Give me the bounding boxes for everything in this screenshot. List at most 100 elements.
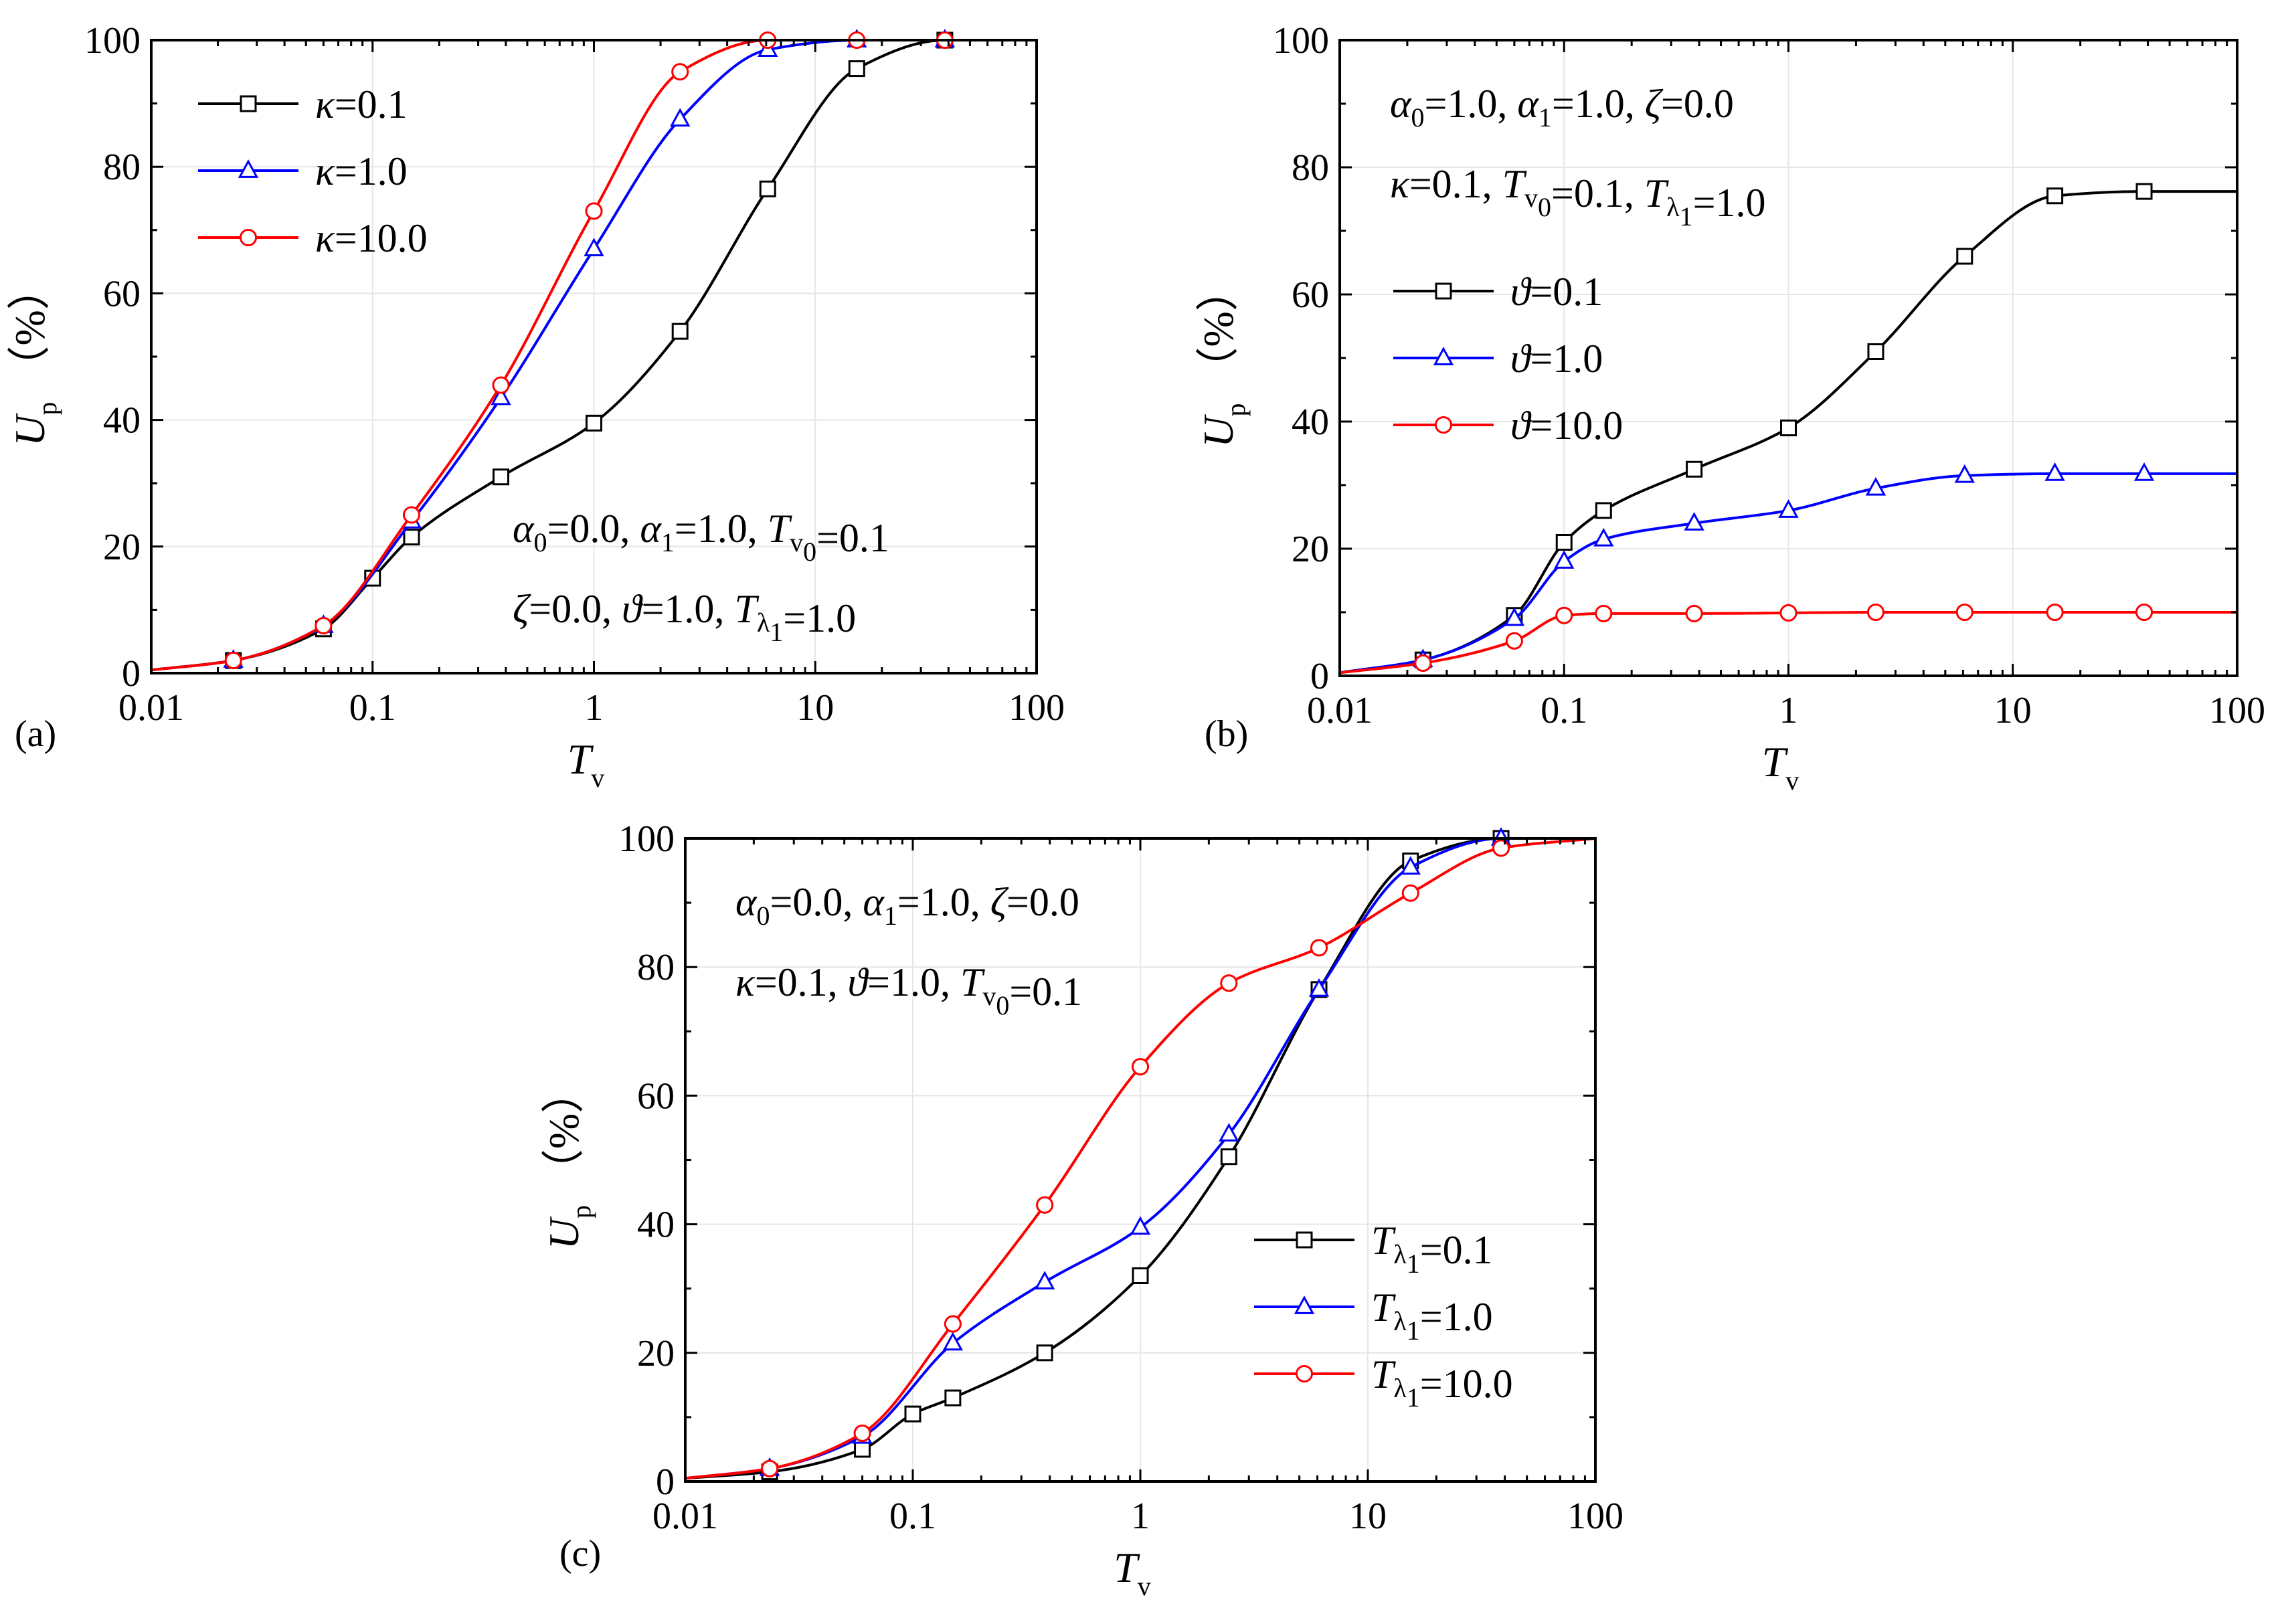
legend: ϑ=0.1 ϑ=1.0 ϑ=10.0	[1393, 270, 1623, 448]
data-point	[2133, 462, 2155, 481]
x-tick-label: 100	[1008, 687, 1065, 729]
data-point	[1867, 343, 1884, 360]
data-point	[1130, 1216, 1151, 1235]
legend-marker	[1433, 347, 1454, 365]
data-point	[1554, 550, 1575, 569]
legend-label: ϑ=1.0	[1510, 337, 1603, 381]
data-point	[2135, 183, 2153, 200]
series-line-2	[1339, 610, 2237, 674]
y-tick-label: 20	[637, 1333, 675, 1374]
x-tick-label: 0.01	[118, 687, 184, 729]
panel-c: 0.01 0.1 1 10 100 0 20 40 60 80 100 Tv Up（%） (c) Tλ1=0…	[540, 818, 1623, 1601]
data-point	[848, 60, 865, 78]
legend-marker	[1295, 1364, 1314, 1383]
data-point	[904, 1405, 921, 1423]
data-point	[1780, 420, 1797, 436]
legend-label: Tλ1=1.0	[1371, 1285, 1493, 1346]
x-tick-label: 100	[1567, 1496, 1623, 1537]
x-tick-label: 0.1	[349, 687, 396, 729]
data-point	[315, 617, 333, 635]
panel-b: 0.01 0.1 1 10 100 0 20 40 60 80 100 Tv Up（%） (b) ϑ=0.1…	[1195, 20, 2265, 796]
data-point	[1779, 604, 1797, 622]
data-point	[942, 1332, 964, 1351]
legend-label: κ=0.1	[315, 82, 408, 126]
data-point	[584, 238, 604, 257]
y-axis-title: Up（%）	[540, 1071, 596, 1250]
data-point	[944, 1315, 962, 1333]
legend-marker	[240, 95, 257, 112]
legend: κ=0.1 κ=1.0 κ=10.0	[198, 82, 428, 260]
panel-label: (c)	[559, 1533, 601, 1574]
x-tick-label: 0.01	[652, 1496, 718, 1537]
panel-label: (a)	[15, 713, 56, 755]
legend-marker	[1294, 1295, 1315, 1314]
panel-label: (b)	[1205, 713, 1248, 755]
data-point	[2046, 603, 2064, 622]
data-point	[402, 506, 421, 524]
x-tick-label: 1	[1131, 1496, 1150, 1537]
data-point	[761, 1459, 779, 1477]
data-point	[1036, 1344, 1053, 1362]
annotation: α0=1.0, α1=1.0, ζ=0.0	[1390, 82, 1734, 132]
y-tick-label: 0	[122, 653, 141, 695]
data-point	[1219, 1123, 1239, 1142]
data-point	[1220, 974, 1238, 992]
data-point	[853, 1424, 871, 1442]
data-point	[1555, 534, 1573, 551]
data-point	[1131, 1058, 1150, 1076]
data-point	[1685, 604, 1703, 622]
data-point	[759, 180, 776, 197]
y-tick-label: 60	[103, 273, 141, 314]
data-point	[1865, 476, 1886, 496]
annotation: α0=0.0, α1=1.0, ζ=0.0	[735, 880, 1079, 931]
annotation: α0=0.0, α1=1.0, Tv0=0.1	[513, 507, 889, 567]
data-point	[671, 63, 689, 81]
legend-label: Tλ1=10.0	[1371, 1352, 1513, 1413]
y-tick-label: 100	[618, 818, 675, 860]
legend-marker	[239, 228, 258, 247]
data-point	[493, 468, 510, 486]
data-point	[1956, 248, 1973, 265]
legend-label: ϑ=10.0	[1510, 403, 1623, 448]
data-point	[1955, 603, 1973, 622]
y-tick-label: 80	[103, 147, 141, 188]
data-point	[854, 1441, 871, 1458]
data-point	[944, 1389, 962, 1407]
data-point	[1778, 499, 1799, 518]
data-point	[491, 386, 511, 405]
x-tick-label: 1	[585, 687, 604, 729]
data-point	[1400, 856, 1421, 875]
x-axis-title: Tv	[1114, 1544, 1151, 1601]
data-point	[670, 108, 691, 127]
data-point	[1684, 512, 1704, 531]
data-point	[1401, 884, 1419, 902]
y-tick-label: 20	[103, 527, 141, 568]
annotation: κ=0.1, Tv0=0.1, Tλ1=1.0	[1390, 162, 1766, 232]
legend-marker	[1296, 1231, 1313, 1249]
y-tick-label: 40	[1292, 401, 1329, 443]
data-point	[1555, 606, 1573, 624]
data-point	[1593, 527, 1614, 547]
x-tick-label: 1	[1779, 690, 1798, 731]
data-point	[1034, 1271, 1055, 1289]
data-point	[671, 323, 689, 340]
data-point	[1686, 460, 1703, 478]
legend-label: κ=10.0	[315, 216, 428, 260]
x-tick-label: 10	[1994, 690, 2032, 731]
legend-label: κ=1.0	[315, 149, 408, 193]
y-tick-label: 20	[1292, 529, 1329, 570]
y-tick-label: 0	[1310, 656, 1329, 697]
x-axis-title: Tv	[1762, 738, 1799, 796]
data-point	[492, 376, 510, 394]
x-tick-label: 10	[1349, 1496, 1387, 1537]
y-axis-title: Up（%）	[6, 267, 62, 446]
y-tick-label: 100	[1273, 20, 1329, 62]
data-point	[1595, 502, 1612, 519]
y-tick-label: 0	[656, 1461, 675, 1503]
y-tick-label: 100	[84, 20, 141, 62]
x-axis-title: Tv	[567, 735, 605, 793]
data-point	[1414, 654, 1432, 672]
data-point	[585, 202, 603, 220]
